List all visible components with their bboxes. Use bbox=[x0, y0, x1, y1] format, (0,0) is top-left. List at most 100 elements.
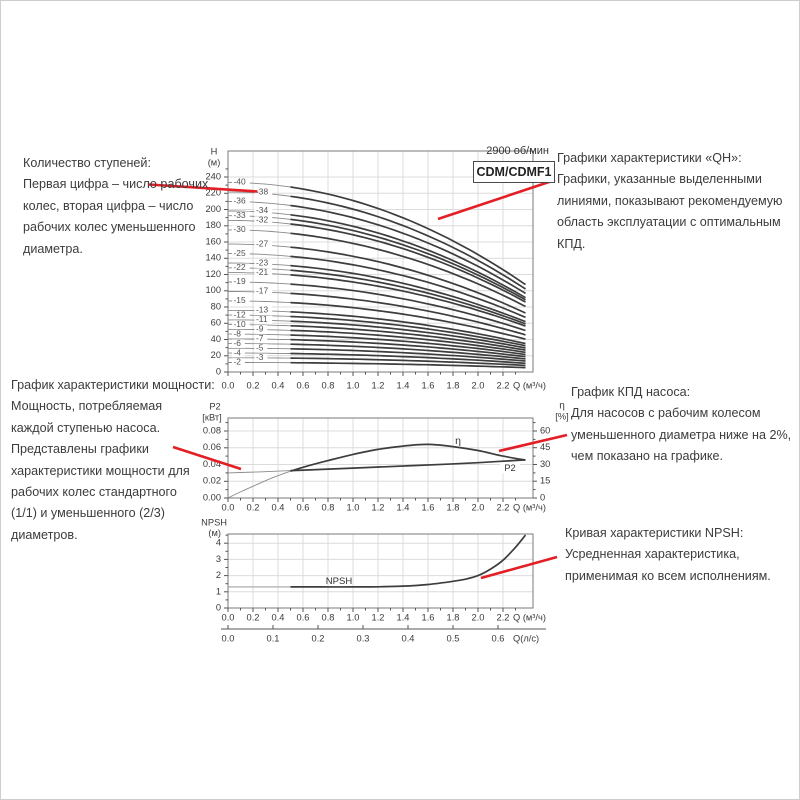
qh-curve--33 bbox=[290, 218, 526, 301]
pe-left-axis-title-unit: [кВт] bbox=[202, 412, 221, 422]
axis-label: 0.6 bbox=[297, 502, 310, 512]
qh-curve-label--9: -9 bbox=[256, 324, 264, 334]
axis-label: 60 bbox=[540, 425, 550, 435]
axis-label: 0.1 bbox=[267, 633, 280, 643]
pe-right-axis-title-unit: [%] bbox=[555, 411, 568, 421]
qh-curve--7 bbox=[290, 338, 526, 358]
npsh-y-axis: 0 1 2 3 4 bbox=[216, 534, 228, 612]
label-bg bbox=[254, 325, 268, 334]
label-bg bbox=[232, 277, 250, 287]
axis-label: 0.4 bbox=[272, 502, 285, 512]
qh-curve-label--8: -8 bbox=[234, 328, 242, 338]
qh-curve--34 bbox=[290, 213, 526, 299]
axis-label: 2.0 bbox=[472, 612, 485, 622]
axis-label: 0.0 bbox=[222, 380, 235, 390]
axis-label: 2.2 bbox=[497, 380, 510, 390]
qh-curve-label--4: -4 bbox=[234, 347, 242, 357]
axis-label: 0.3 bbox=[357, 633, 370, 643]
label-bg bbox=[254, 258, 273, 268]
qh-curve--11 bbox=[290, 320, 526, 349]
leader-line-efficiency bbox=[498, 433, 568, 453]
qh-curve--27 bbox=[290, 246, 526, 314]
pe-x-axis-title: Q (м³/ч) bbox=[513, 502, 546, 512]
note-power-body: Мощность, потребляемая каждой ступенью н… bbox=[11, 399, 190, 542]
qh-curve--40 bbox=[290, 186, 526, 286]
label-bg bbox=[232, 329, 245, 339]
label-bg bbox=[232, 263, 250, 272]
label-bg bbox=[232, 339, 245, 348]
qh-curve--5 bbox=[290, 347, 526, 362]
npsh-x-axis-lps-title: Q(л/с) bbox=[513, 633, 539, 643]
axis-label: 1.0 bbox=[347, 502, 360, 512]
leader-line-npsh bbox=[480, 555, 558, 580]
axis-label: 0.0 bbox=[222, 502, 235, 512]
qh-curve-label--36: -36 bbox=[234, 196, 246, 206]
note-stages-body: Первая цифра – число рабочих колес, втор… bbox=[23, 177, 209, 256]
axis-label: 0.6 bbox=[297, 612, 310, 622]
label-bg bbox=[232, 348, 245, 358]
qh-curve-label--34: -34 bbox=[256, 205, 268, 215]
axis-label: 0.6 bbox=[297, 380, 310, 390]
axis-label: 0 bbox=[216, 366, 221, 376]
qh-curve--22 bbox=[290, 269, 526, 325]
qh-curve-label--25: -25 bbox=[234, 248, 246, 258]
qh-curve--32 bbox=[290, 223, 526, 303]
axis-label: 0.8 bbox=[322, 612, 335, 622]
pe-left-axis-title: P2 bbox=[209, 401, 220, 411]
note-npsh: Кривая характеристики NPSH: Усредненная … bbox=[565, 523, 799, 587]
qh-curve--15 bbox=[290, 301, 526, 341]
qh-curve-label--19: -19 bbox=[234, 276, 246, 286]
pe-right-axis-title: η bbox=[559, 401, 565, 412]
axis-label: 1.4 bbox=[397, 380, 410, 390]
qh-y-axis-title: H bbox=[211, 146, 218, 156]
npsh-curve bbox=[290, 534, 527, 588]
note-stages-title: Количество ступеней: bbox=[23, 156, 151, 170]
qh-curve--9 bbox=[290, 329, 526, 354]
p2-curve-label: P2 bbox=[504, 463, 515, 473]
qh-y-axis-title-unit: (м) bbox=[208, 157, 221, 167]
qh-curve--38 bbox=[290, 195, 526, 290]
label-bg bbox=[232, 310, 250, 320]
model-name-box: CDM/CDMF1 bbox=[473, 161, 555, 183]
axis-label: 2.0 bbox=[472, 502, 485, 512]
axis-label: 30 bbox=[540, 459, 550, 469]
axis-label: 0.4 bbox=[272, 612, 285, 622]
label-bg bbox=[232, 178, 250, 187]
axis-label: 1.0 bbox=[347, 380, 360, 390]
label-bg bbox=[232, 358, 245, 367]
axis-label: 15 bbox=[540, 476, 550, 486]
axis-label: 0.5 bbox=[447, 633, 460, 643]
qh-curve--17 bbox=[290, 292, 526, 336]
qh-y-axis: 0 20 40 60 80 100 120 140 160 180 200 220 240 bbox=[205, 168, 228, 376]
label-bg bbox=[254, 334, 268, 344]
axis-label: 0.2 bbox=[247, 502, 260, 512]
npsh-y-axis-title-unit: (м) bbox=[208, 528, 221, 538]
qh-curve-label--15: -15 bbox=[234, 295, 246, 305]
qh-curve-label--17: -17 bbox=[256, 286, 268, 296]
axis-label: 0.4 bbox=[272, 380, 285, 390]
axis-label: 0.4 bbox=[402, 633, 415, 643]
qh-curve--19 bbox=[290, 283, 526, 332]
axis-label: 1.2 bbox=[372, 612, 385, 622]
eta-curve-thin bbox=[227, 470, 291, 499]
axis-label: 2.2 bbox=[497, 502, 510, 512]
qh-curve-label--12: -12 bbox=[234, 309, 246, 319]
label-bg bbox=[232, 296, 250, 306]
axis-label: 0.04 bbox=[203, 459, 221, 469]
axis-label: 0.8 bbox=[322, 380, 335, 390]
qh-curve--8 bbox=[290, 334, 526, 356]
axis-label: 20 bbox=[211, 350, 221, 360]
qh-curve--3 bbox=[290, 357, 526, 367]
leader-line-stages bbox=[148, 183, 258, 193]
axis-label: 1.8 bbox=[447, 380, 460, 390]
power-efficiency-chart: η P2 0.0 0.2 0.4 0.6 0.8 1.0 1.2 1.4 1.6 1.8 2.0 2.2 Q… bbox=[202, 401, 568, 513]
axis-label: 1.4 bbox=[397, 502, 410, 512]
qh-curve-label--30: -30 bbox=[234, 224, 246, 234]
axis-label: 0.0 bbox=[222, 612, 235, 622]
note-efficiency: График КПД насоса: Для насосов с рабочим… bbox=[571, 382, 799, 468]
qh-curve--21 bbox=[290, 274, 526, 327]
qh-curve-label--2: -2 bbox=[234, 357, 242, 367]
annotation-leader-lines bbox=[148, 178, 568, 580]
label-bg bbox=[232, 225, 250, 235]
